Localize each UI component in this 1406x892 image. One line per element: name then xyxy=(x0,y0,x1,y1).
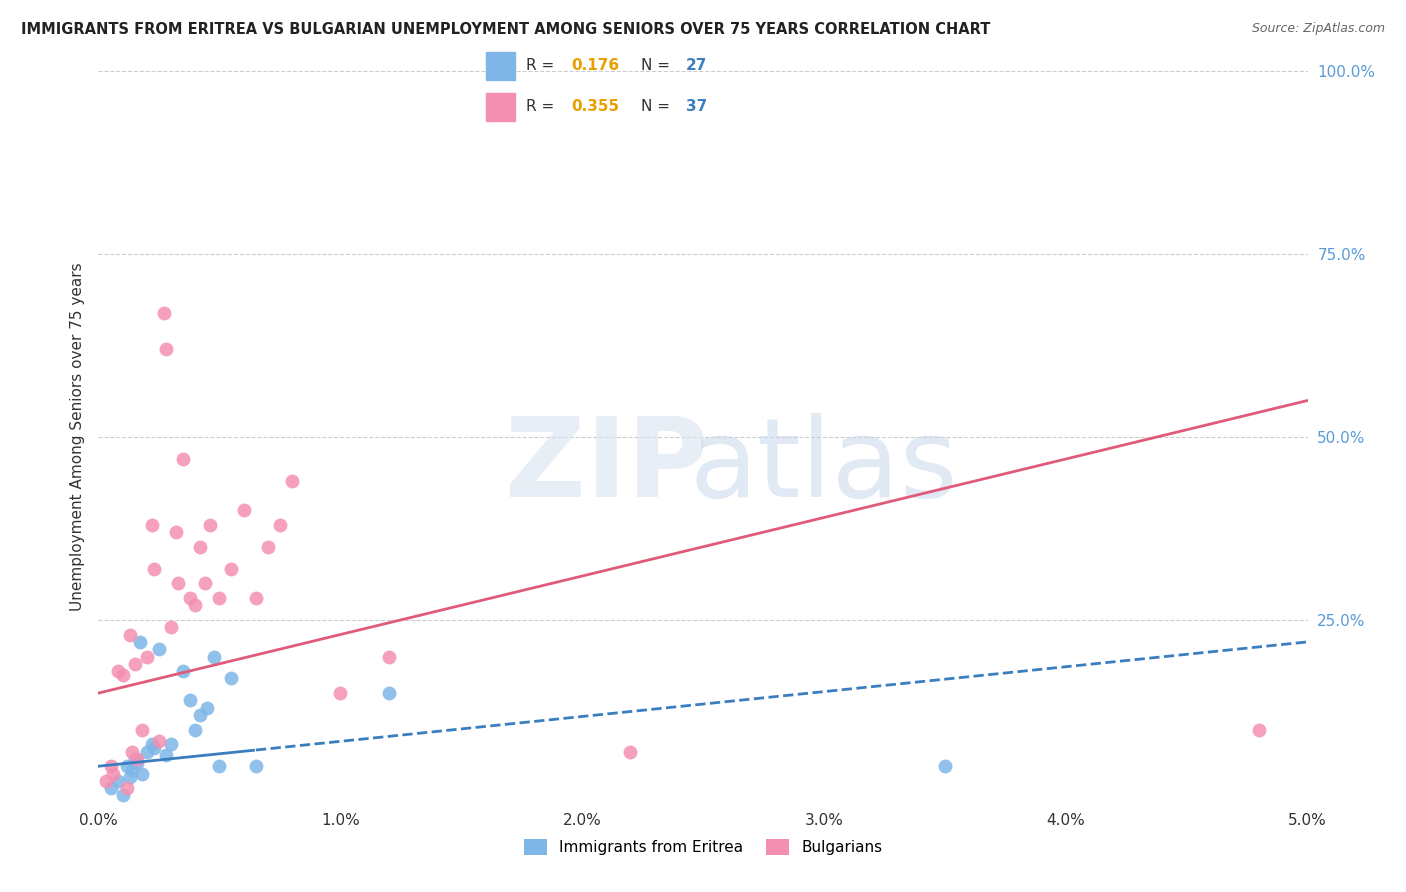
Y-axis label: Unemployment Among Seniors over 75 years: Unemployment Among Seniors over 75 years xyxy=(69,263,84,611)
Point xyxy=(165,525,187,540)
Point xyxy=(100,759,122,773)
Point xyxy=(143,562,166,576)
Point xyxy=(160,620,183,634)
Bar xyxy=(486,53,515,80)
Point xyxy=(179,591,201,605)
Point xyxy=(208,591,231,605)
Text: atlas: atlas xyxy=(690,413,957,520)
Text: IMMIGRANTS FROM ERITREA VS BULGARIAN UNEMPLOYMENT AMONG SENIORS OVER 75 YEARS CO: IMMIGRANTS FROM ERITREA VS BULGARIAN UNE… xyxy=(21,22,990,37)
Point xyxy=(148,733,170,747)
Point xyxy=(124,657,146,671)
Text: 27: 27 xyxy=(686,58,707,73)
Point xyxy=(111,667,134,681)
Point xyxy=(172,664,194,678)
Point xyxy=(118,627,141,641)
Point xyxy=(111,789,134,803)
Point xyxy=(118,770,141,784)
Point xyxy=(619,745,641,759)
Text: 0.355: 0.355 xyxy=(571,99,619,114)
Point xyxy=(117,759,139,773)
Point xyxy=(141,517,163,532)
Point xyxy=(131,766,153,780)
Point xyxy=(101,766,124,780)
Point xyxy=(198,517,221,532)
Text: 0.176: 0.176 xyxy=(571,58,619,73)
Point xyxy=(121,763,143,777)
Point xyxy=(1249,723,1271,737)
Point xyxy=(232,503,254,517)
Point xyxy=(127,752,149,766)
Point xyxy=(107,664,129,678)
Point xyxy=(195,700,218,714)
Legend: Immigrants from Eritrea, Bulgarians: Immigrants from Eritrea, Bulgarians xyxy=(517,833,889,861)
Point xyxy=(160,737,183,751)
Point xyxy=(141,737,163,751)
Text: Source: ZipAtlas.com: Source: ZipAtlas.com xyxy=(1251,22,1385,36)
Point xyxy=(155,343,177,357)
Point xyxy=(127,756,149,770)
Point xyxy=(172,452,194,467)
Point xyxy=(377,649,399,664)
Point xyxy=(155,748,177,763)
Point xyxy=(208,759,231,773)
Point xyxy=(184,723,207,737)
Point xyxy=(179,693,201,707)
Point xyxy=(117,781,139,796)
Point xyxy=(221,672,243,686)
Point xyxy=(128,635,150,649)
Point xyxy=(245,591,267,605)
Point xyxy=(100,781,122,796)
Text: ZIP: ZIP xyxy=(505,413,709,520)
Point xyxy=(184,599,207,613)
Point xyxy=(245,759,267,773)
Point xyxy=(124,752,146,766)
Point xyxy=(329,686,352,700)
Point xyxy=(152,306,174,320)
Text: R =: R = xyxy=(526,99,560,114)
Point xyxy=(281,474,304,488)
Text: N =: N = xyxy=(641,99,675,114)
Point xyxy=(188,708,211,723)
Point xyxy=(135,745,157,759)
Point xyxy=(143,740,166,755)
Text: 37: 37 xyxy=(686,99,707,114)
Point xyxy=(188,540,211,554)
Point xyxy=(148,642,170,657)
Point xyxy=(269,517,291,532)
Point xyxy=(221,562,243,576)
Point xyxy=(204,649,226,664)
Point xyxy=(121,745,143,759)
Point xyxy=(135,649,157,664)
Point xyxy=(131,723,153,737)
Text: N =: N = xyxy=(641,58,675,73)
Point xyxy=(94,773,117,788)
Point xyxy=(107,773,129,788)
Point xyxy=(194,576,217,591)
Point xyxy=(256,540,278,554)
Point xyxy=(934,759,956,773)
Bar xyxy=(486,93,515,120)
Point xyxy=(377,686,399,700)
Point xyxy=(167,576,190,591)
Text: R =: R = xyxy=(526,58,560,73)
